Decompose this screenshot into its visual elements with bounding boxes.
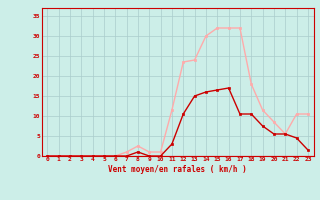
X-axis label: Vent moyen/en rafales ( km/h ): Vent moyen/en rafales ( km/h ) bbox=[108, 165, 247, 174]
